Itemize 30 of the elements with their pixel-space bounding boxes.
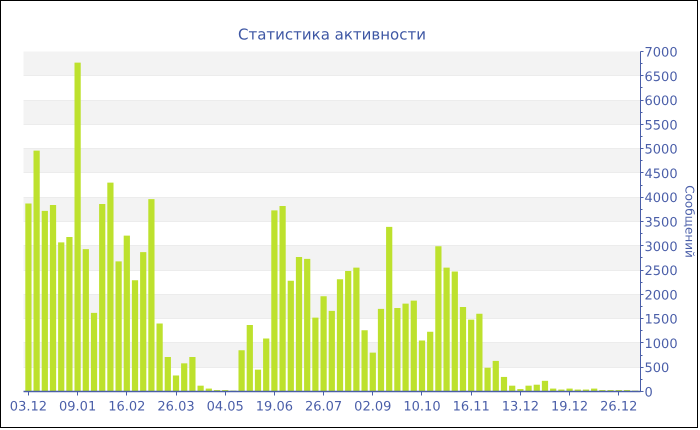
- y-tick-label: 4500: [644, 166, 678, 182]
- y-tick-label: 3500: [644, 216, 678, 230]
- x-tick-label: 26.07: [304, 400, 342, 414]
- x-tick-label: 13.12: [502, 400, 539, 414]
- y-tick-label: 3000: [644, 240, 678, 255]
- x-tick-label: 26.12: [600, 400, 638, 414]
- x-tick-label: 09.01: [59, 400, 96, 414]
- x-tick-label: 19.06: [256, 400, 294, 414]
- y-tick-label: 7000: [644, 46, 678, 60]
- y-tick-label: 1500: [644, 312, 678, 328]
- x-tick-label: 10.10: [403, 400, 441, 414]
- x-tick-label: 03.12: [10, 400, 48, 414]
- y-tick-label: 2000: [644, 288, 678, 304]
- x-tick-label: 04.05: [206, 400, 244, 414]
- y-tick-label: 1000: [644, 336, 678, 352]
- y-tick-label: 5000: [644, 142, 678, 158]
- y-tick-label: 4000: [644, 191, 678, 206]
- x-tick-label: 16.02: [108, 400, 146, 414]
- y-tick-label: 6500: [644, 70, 678, 85]
- y-tick-label: 5500: [644, 118, 678, 134]
- y-tick-label: 2500: [644, 264, 678, 280]
- chart-title: Статистика активности: [238, 26, 426, 44]
- y-axis-title: Сообщений: [682, 185, 697, 258]
- x-tick-label: 02.09: [354, 400, 392, 414]
- x-tick-label: 26.03: [157, 400, 195, 414]
- x-tick-label: 16.11: [452, 400, 490, 414]
- y-tick-label: 0: [644, 386, 653, 400]
- y-tick-label: 500: [644, 361, 670, 376]
- y-tick-label: 6000: [644, 94, 678, 110]
- x-tick-label: 19.12: [550, 400, 588, 414]
